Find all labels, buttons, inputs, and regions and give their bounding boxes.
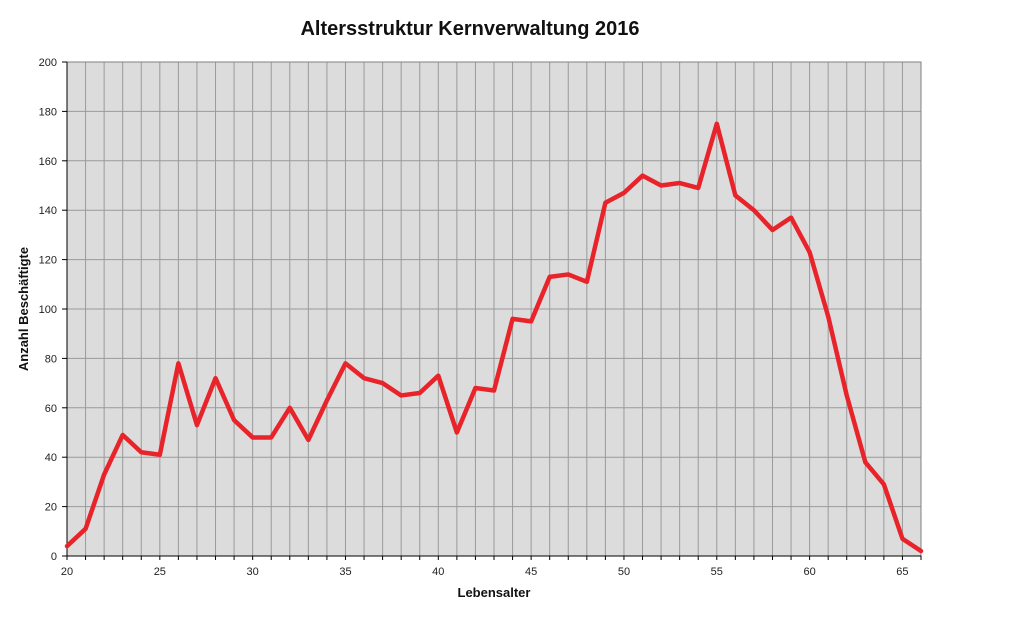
x-tick-label: 40 — [432, 566, 444, 578]
y-tick-label: 120 — [39, 255, 57, 267]
y-tick-label: 20 — [45, 502, 57, 514]
y-tick-label: 140 — [39, 205, 57, 217]
y-axis-label: Anzahl Beschäftigte — [16, 247, 31, 371]
x-tick-label: 55 — [711, 566, 723, 578]
y-tick-label: 180 — [39, 106, 57, 118]
x-tick-label: 25 — [154, 566, 166, 578]
x-tick-label: 45 — [525, 566, 537, 578]
y-tick-label: 80 — [45, 353, 57, 365]
series-line — [64, 121, 924, 554]
x-tick-label: 65 — [896, 566, 908, 578]
x-axis-label: Lebensalter — [458, 585, 531, 600]
y-axis-ticks: 0 20 40 60 80 100 120 140 160 180 200 — [39, 57, 68, 563]
y-tick-label: 40 — [45, 452, 57, 464]
y-tick-label: 200 — [39, 57, 57, 69]
chart-title: Altersstruktur Kernverwaltung 2016 — [300, 18, 640, 40]
y-tick-label: 0 — [51, 551, 57, 563]
x-tick-label: 50 — [618, 566, 630, 578]
y-tick-label: 100 — [39, 304, 57, 316]
x-tick-label: 30 — [247, 566, 259, 578]
x-axis-ticks: 20 25 30 35 40 45 50 55 60 65 — [61, 555, 922, 578]
x-tick-label: 60 — [803, 566, 815, 578]
x-tick-label: 35 — [339, 566, 351, 578]
horizontal-gridlines — [67, 110, 921, 508]
y-tick-label: 60 — [45, 403, 57, 415]
x-tick-label: 20 — [61, 566, 73, 578]
y-tick-label: 160 — [39, 156, 57, 168]
